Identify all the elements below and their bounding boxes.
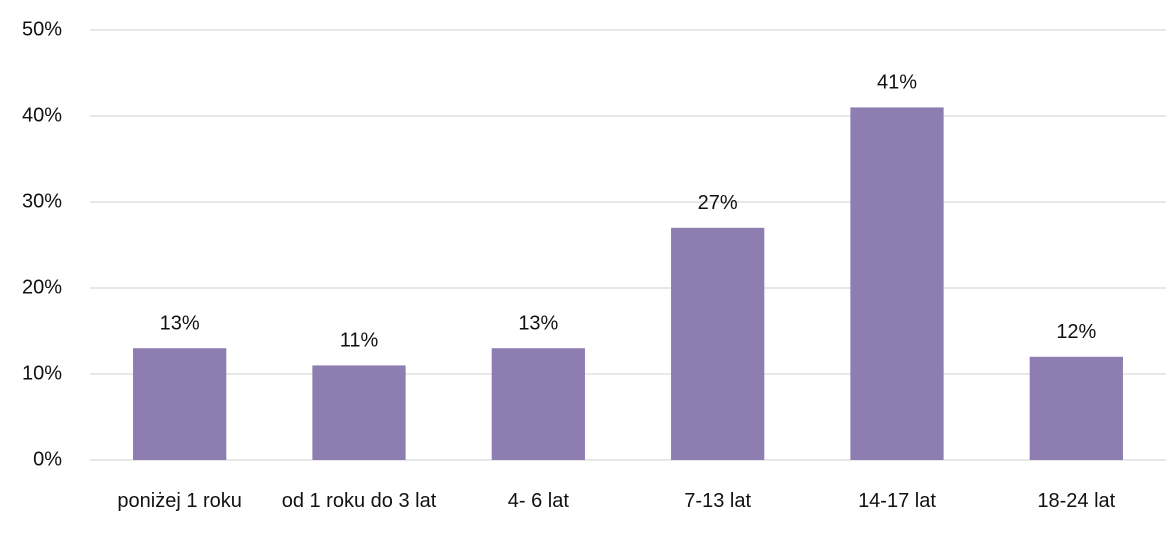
y-tick-label: 40% (22, 104, 62, 126)
y-tick-label: 10% (22, 362, 62, 384)
data-label: 13% (518, 312, 558, 334)
data-label: 41% (877, 72, 917, 94)
bar (491, 348, 585, 460)
data-label: 27% (698, 192, 738, 214)
x-tick-label: 14-17 lat (858, 490, 936, 512)
bar (850, 107, 944, 461)
data-label: 13% (160, 312, 200, 334)
bar (671, 227, 765, 460)
x-tick-label: poniżej 1 roku (117, 490, 242, 512)
y-tick-label: 20% (22, 276, 62, 298)
x-tick-label: 4- 6 lat (507, 490, 569, 512)
data-label: 11% (340, 330, 379, 352)
x-tick-label: od 1 roku do 3 lat (281, 490, 437, 512)
y-tick-label: 50% (22, 18, 62, 40)
x-tick-label: 7-13 lat (684, 490, 752, 512)
y-tick-label: 0% (33, 448, 62, 470)
bar (312, 365, 406, 460)
y-tick-label: 30% (22, 190, 62, 212)
x-tick-label: 18-24 lat (1037, 490, 1116, 512)
data-label: 12% (1056, 321, 1096, 343)
bar (1029, 356, 1123, 460)
bar (133, 348, 227, 460)
